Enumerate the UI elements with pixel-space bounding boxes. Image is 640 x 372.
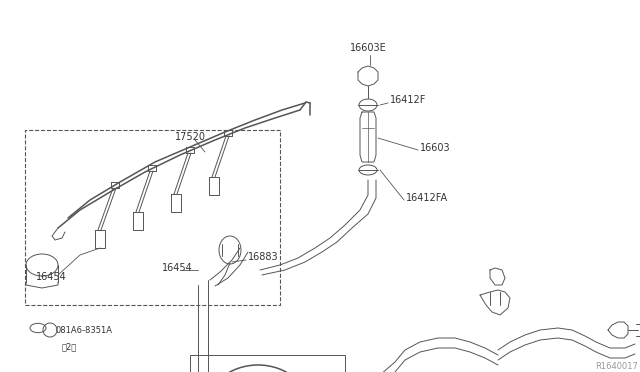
Text: 16454: 16454 <box>36 272 67 282</box>
Text: 17520: 17520 <box>175 132 206 142</box>
Text: 16412FA: 16412FA <box>406 193 448 203</box>
Bar <box>25 130 280 305</box>
Bar <box>190 355 345 372</box>
Text: 16883: 16883 <box>248 252 278 262</box>
Text: R1640017: R1640017 <box>595 362 638 371</box>
Text: 16603: 16603 <box>420 143 451 153</box>
Text: 16412F: 16412F <box>390 95 426 105</box>
Text: （2）: （2） <box>62 342 77 351</box>
Text: 081A6-8351A: 081A6-8351A <box>55 326 112 335</box>
Text: 16454: 16454 <box>162 263 193 273</box>
Text: 16603E: 16603E <box>350 43 387 53</box>
